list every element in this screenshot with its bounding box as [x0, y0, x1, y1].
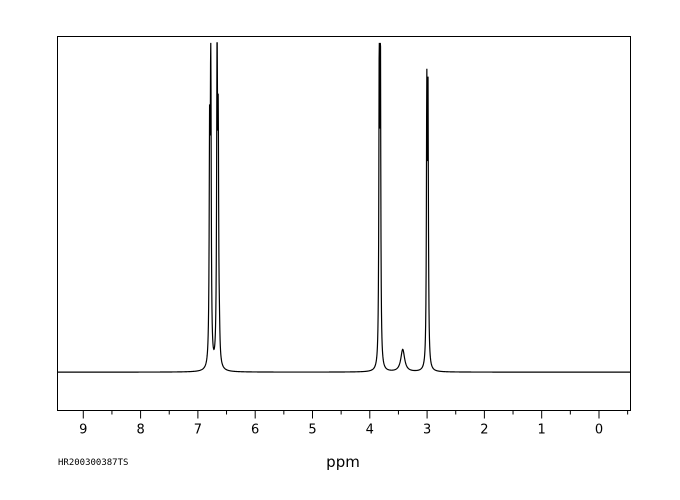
x-tick-label: 0: [595, 423, 603, 438]
x-axis-tick-labels: 9 8 7 6 5 4 3 2 1 0: [79, 423, 603, 438]
spectrum-trace: [57, 42, 631, 373]
x-tick-label: 8: [136, 423, 144, 438]
x-axis-title: ppm: [326, 453, 360, 471]
x-tick-label: 7: [194, 423, 202, 438]
x-tick-label: 9: [79, 423, 87, 438]
x-tick-label: 4: [366, 423, 374, 438]
x-tick-label: 1: [538, 423, 546, 438]
sample-identifier: HR200300387TS: [58, 458, 129, 468]
x-axis-ticks: [82, 410, 629, 419]
x-tick-label: 2: [480, 423, 488, 438]
x-tick-label: 6: [251, 423, 259, 438]
plot-frame: [57, 36, 631, 411]
x-tick-label: 5: [308, 423, 316, 438]
x-tick-label: 3: [423, 423, 431, 438]
